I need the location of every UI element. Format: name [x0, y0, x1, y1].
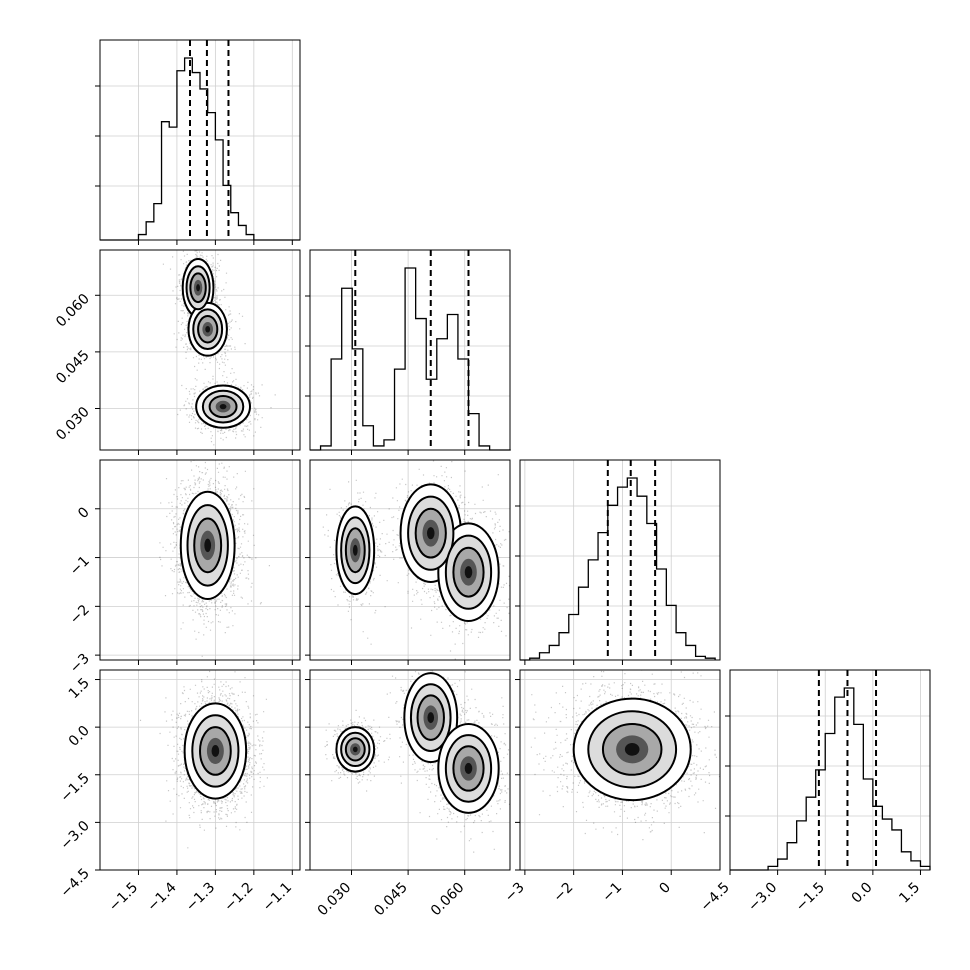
y-tick-label: −1.5: [57, 770, 92, 805]
panel-border: [99, 39, 301, 241]
x-tick-label: −1.4: [144, 879, 179, 914]
contour-level: [464, 762, 473, 774]
scatter-panel-p3_p4: −3 −2 −1 0: [502, 669, 721, 906]
panel-border: [99, 669, 301, 871]
contour-level: [352, 746, 358, 753]
x-tick-label: 0.060: [428, 880, 468, 920]
x-tick-label: 1.5: [896, 880, 923, 907]
histogram-step: [310, 267, 511, 451]
x-tick-label: −1.5: [793, 880, 828, 915]
histogram-step: [730, 687, 931, 871]
scatter-panel-p2_p3: [305, 459, 511, 665]
contour-level: [352, 544, 358, 556]
density-layer: [530, 670, 720, 841]
density-layer: [139, 670, 268, 849]
histogram-panel-2: [305, 249, 511, 455]
histogram-panel-4: −4.5 −3.0 −1.5 0.0 1.5: [697, 669, 931, 915]
y-tick-label: 0.045: [53, 347, 93, 387]
density-layer: [322, 460, 510, 660]
x-tick-label: 0: [656, 880, 674, 898]
contour-level: [205, 325, 211, 333]
y-tick-label: 0: [75, 504, 93, 522]
contour-level: [624, 743, 640, 756]
histogram-step: [100, 57, 300, 241]
histogram-panel-3: [515, 459, 721, 665]
x-tick-label: −1.1: [260, 880, 295, 915]
scatter-panel-p1_p3: −3 −2 −1 0: [67, 459, 301, 677]
contour-level: [464, 566, 473, 579]
x-tick-label: −1.3: [183, 880, 218, 915]
panel-border: [519, 669, 721, 871]
panel-border: [99, 459, 301, 661]
scatter-panel-p2_p4: 0.030 0.045 0.060: [305, 669, 511, 920]
histogram-panel-1: [95, 39, 301, 245]
x-tick-label: −2: [551, 880, 577, 906]
y-tick-label: −3: [67, 651, 93, 677]
contour-level: [219, 403, 227, 410]
panel-border: [309, 669, 511, 871]
x-tick-label: 0.030: [315, 880, 355, 920]
y-tick-label: 0.0: [66, 723, 93, 750]
x-tick-label: 0.0: [849, 880, 876, 907]
panel-border: [309, 249, 511, 451]
panel-border: [309, 459, 511, 661]
panel-border: [729, 669, 931, 871]
histogram-step: [520, 477, 716, 661]
x-tick-label: −3.0: [745, 880, 780, 915]
y-tick-label: 1.5: [66, 675, 93, 702]
y-tick-label: −1: [67, 553, 93, 579]
density-layer: [324, 670, 510, 853]
y-tick-label: 0.030: [53, 404, 93, 444]
density-layer: [159, 460, 270, 657]
scatter-points: [139, 670, 268, 849]
y-tick-label: 0.060: [53, 291, 93, 331]
x-tick-label: −1.5: [106, 880, 141, 915]
x-tick-label: 0.045: [371, 880, 411, 920]
y-tick-label: −2: [67, 602, 93, 628]
scatter-panel-p1_p4: −1.5 −1.4 −1.3 −1.2 −1.1−4.5−3.0−1.50.01.5: [57, 669, 301, 915]
contour-level: [196, 284, 200, 292]
y-tick-label: −4.5: [57, 866, 92, 901]
panel-border: [99, 249, 301, 451]
panel-border: [519, 459, 721, 661]
scatter-panel-p1_p2: 0.030 0.045 0.060: [53, 249, 301, 455]
contour-level: [426, 527, 435, 540]
x-tick-label: −4.5: [697, 880, 732, 915]
x-tick-label: −3: [502, 880, 528, 906]
x-tick-label: −1.2: [221, 880, 256, 915]
contour-level: [204, 538, 212, 553]
contour-level: [427, 712, 435, 724]
x-tick-label: −1: [599, 880, 625, 906]
contour-level: [211, 745, 220, 757]
y-tick-label: −3.0: [57, 818, 92, 853]
density-layer: [162, 250, 276, 446]
